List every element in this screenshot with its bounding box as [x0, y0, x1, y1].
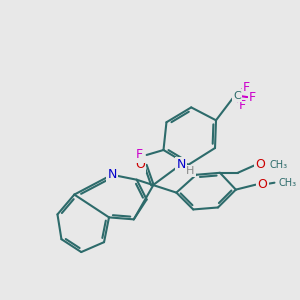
Text: O: O [135, 158, 145, 171]
Text: CH₃: CH₃ [269, 160, 288, 170]
Text: F: F [136, 148, 143, 161]
Text: CH₃: CH₃ [278, 178, 297, 188]
Text: O: O [256, 158, 266, 171]
Text: O: O [258, 178, 268, 191]
Text: C: C [233, 91, 241, 100]
Text: N: N [177, 158, 186, 171]
Text: F: F [243, 81, 250, 94]
Text: F: F [239, 99, 246, 112]
Text: N: N [107, 168, 117, 181]
Text: F: F [249, 91, 256, 104]
Text: H: H [186, 166, 194, 176]
